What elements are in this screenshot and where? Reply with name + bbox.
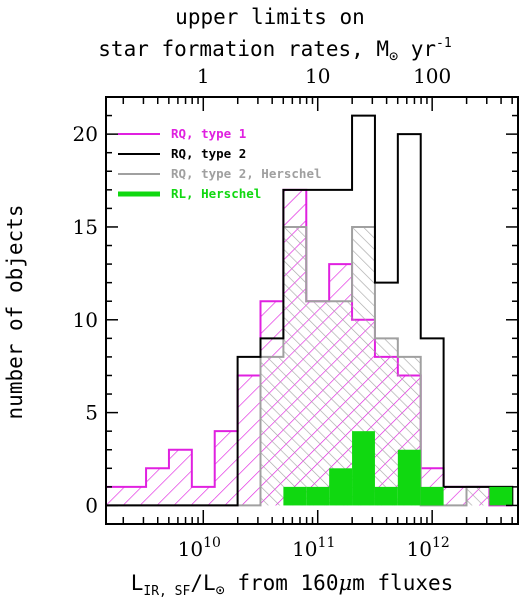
bar-3-14 [420, 486, 444, 506]
xtick-label-12: 1012 [407, 535, 450, 561]
bar-0-15 [443, 486, 467, 506]
xtick-top-label-1: 1 [197, 64, 210, 88]
bar-2-8 [283, 226, 307, 506]
bar-2-10 [329, 301, 353, 506]
legend-label-2: RQ, type 2, Herschel [171, 166, 322, 181]
bar-2-9 [306, 301, 330, 506]
bar-0-1 [123, 486, 147, 506]
bar-0-6 [237, 375, 261, 506]
xtick-top-label-10: 10 [305, 64, 330, 88]
bar-0-2 [146, 468, 169, 506]
bar-2-12 [374, 338, 398, 506]
series-1 [106, 114, 514, 507]
top-title-line2: star formation rates, M⊙ yr-1 [98, 36, 451, 65]
legend: RQ, type 1 RQ, type 2 RQ, type 2, Herschel… [118, 126, 322, 201]
series-2 [106, 225, 514, 507]
bar-3-11 [352, 431, 375, 506]
bar-0-0 [106, 486, 124, 506]
bar-3-12 [374, 486, 398, 506]
xtick-label-11: 1011 [292, 535, 335, 561]
bar-3-13 [397, 449, 421, 506]
ytick-label-0: 0 [85, 493, 98, 517]
legend-label-1: RQ, type 2 [171, 146, 246, 161]
legend-label-3: RL, Herschel [171, 186, 261, 201]
legend-label-0: RQ, type 1 [171, 126, 246, 141]
xtick-top-label-100: 100 [413, 64, 451, 88]
bar-3-8 [283, 486, 307, 506]
series-outline-1 [106, 114, 514, 507]
bar-2-7 [260, 356, 284, 506]
bar-0-4 [191, 486, 215, 506]
x-axis-label: LIR, SF/L⊙ from 160μm fluxes [131, 571, 454, 599]
bar-0-3 [168, 449, 192, 506]
bar-3-10 [329, 468, 353, 506]
bar-3-17 [489, 486, 513, 506]
ytick-label-5: 5 [85, 401, 98, 425]
series-3 [283, 431, 513, 506]
series-layer [106, 114, 514, 507]
y-axis-label: number of objects [3, 205, 27, 420]
bar-2-16 [466, 486, 490, 506]
bar-3-9 [306, 486, 330, 506]
ytick-label-10: 10 [73, 308, 98, 332]
ticks-layer: 0 5 10 15 20 1010 1011 1012 1 10 100 [73, 64, 518, 561]
xtick-label-10: 1010 [178, 535, 221, 561]
bar-0-5 [214, 431, 238, 506]
ytick-label-15: 15 [73, 215, 98, 239]
top-title-line1: upper limits on [175, 5, 365, 29]
ytick-label-20: 20 [73, 122, 98, 146]
